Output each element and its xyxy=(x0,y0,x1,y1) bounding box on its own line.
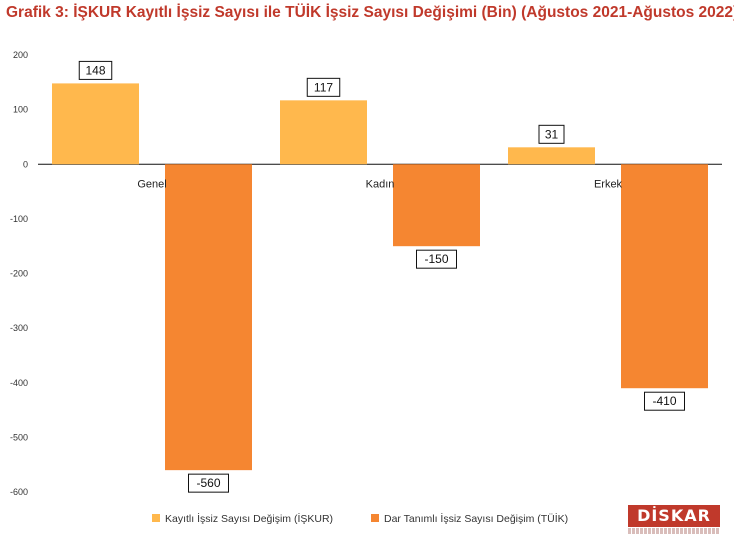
bar-iskur xyxy=(280,100,367,165)
data-label-box xyxy=(78,60,113,80)
legend-label: Kayıtlı İşsiz Sayısı Değişim (İŞKUR) xyxy=(165,512,333,525)
y-tick-label: 0 xyxy=(23,159,28,169)
y-tick-label: -500 xyxy=(10,432,28,442)
bar-tuik xyxy=(621,164,708,389)
data-label: -410 xyxy=(652,394,676,408)
y-tick-label: -200 xyxy=(10,269,28,279)
data-label-box xyxy=(188,473,229,493)
bar-iskur xyxy=(508,147,595,165)
y-tick-label: -100 xyxy=(10,214,28,224)
legend-swatch xyxy=(152,514,160,522)
y-tick-label: -300 xyxy=(10,323,28,333)
logo-subtitle-strip xyxy=(628,528,720,534)
data-label: -150 xyxy=(424,252,448,266)
bar-tuik xyxy=(165,164,252,471)
y-tick-label: -400 xyxy=(10,378,28,388)
bar-tuik xyxy=(393,164,480,247)
data-label: 117 xyxy=(314,80,333,94)
bar-iskur xyxy=(52,83,139,165)
y-tick-label: 100 xyxy=(13,105,28,115)
data-label: 148 xyxy=(85,63,105,77)
logo-wordmark: DİSKAR xyxy=(628,505,720,527)
diskar-logo: DİSKAR xyxy=(628,505,720,535)
data-label: 31 xyxy=(545,127,559,141)
category-label: Erkek xyxy=(594,178,623,190)
y-tick-label: 200 xyxy=(13,50,28,60)
data-label: -560 xyxy=(196,476,220,490)
category-label: Genel xyxy=(137,178,166,190)
y-tick-label: -600 xyxy=(10,487,28,497)
data-label-box xyxy=(644,391,685,411)
data-label-box xyxy=(306,77,341,97)
data-label-box xyxy=(416,249,457,269)
category-label: Kadın xyxy=(366,178,395,190)
legend-label: Dar Tanımlı İşsiz Sayısı Değişim (TÜİK) xyxy=(384,512,568,525)
chart-title: Grafik 3: İŞKUR Kayıtlı İşsiz Sayısı ile… xyxy=(6,4,734,21)
legend-swatch xyxy=(371,514,379,522)
data-label-box xyxy=(538,124,565,144)
